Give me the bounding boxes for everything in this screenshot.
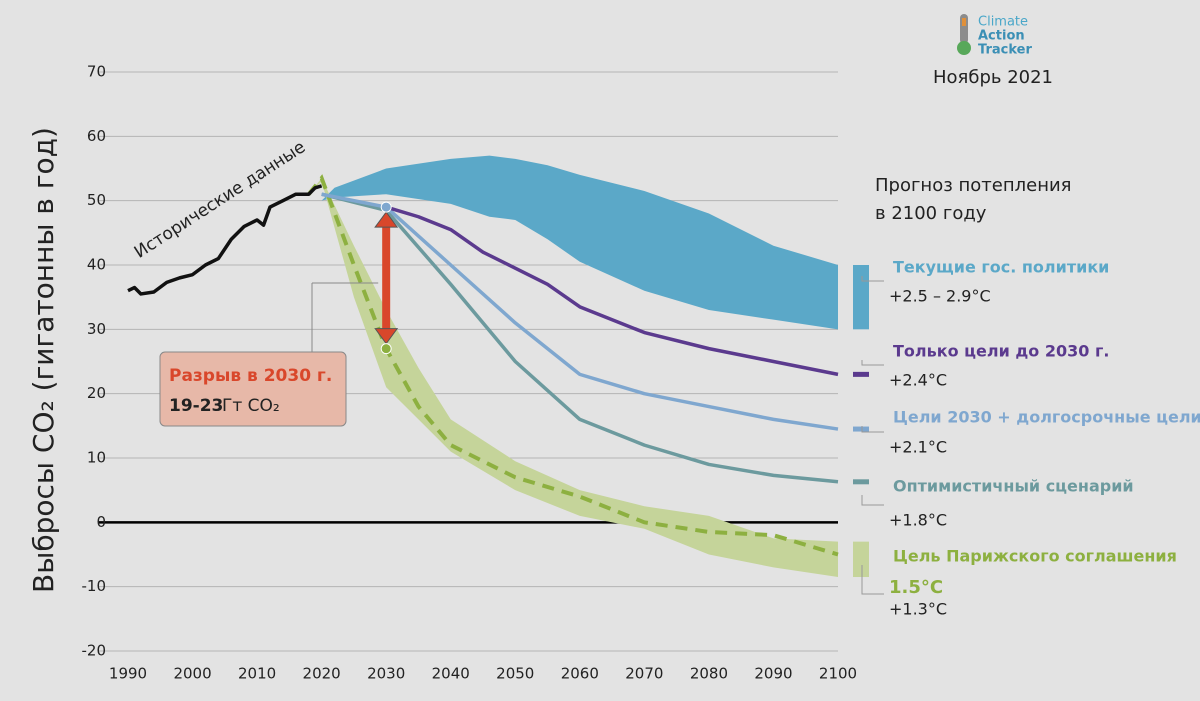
legend-label: Цель Парижского соглашения (893, 547, 1177, 566)
legend-connector (861, 360, 884, 366)
legend-connector (861, 495, 884, 506)
legend-target: 1.5°C (889, 577, 943, 598)
gap-title: Разрыв в 2030 г. (169, 366, 332, 386)
logo-text: Action (978, 29, 1025, 44)
line (321, 192, 839, 431)
x-tick-label: 2050 (496, 665, 534, 683)
legend-warming: +2.1°C (889, 438, 947, 457)
dashed-line (307, 174, 839, 557)
y-tick-label: 10 (87, 449, 106, 467)
legend-label: Текущие гос. политики (893, 258, 1109, 277)
gap-box (159, 351, 347, 427)
legend-mark (853, 371, 869, 377)
legend-label: Оптимистичный сценарий (893, 477, 1134, 496)
x-tick-label: 2040 (432, 665, 470, 683)
x-tick-label: 2030 (367, 665, 405, 683)
logo-text: Climate (978, 15, 1028, 30)
logo: Climate Action Tracker (957, 14, 1032, 58)
legend-warming: +1.8°C (889, 511, 947, 530)
x-tick-label: 2090 (754, 665, 792, 683)
legend-label: Цели 2030 + долгосрочные цели (893, 408, 1200, 427)
line (127, 184, 323, 296)
gap-unit: Гт CO₂ (222, 396, 280, 416)
gap-point (380, 201, 392, 213)
legend-title: Прогноз потепления (875, 175, 1072, 196)
legend-connector (861, 426, 884, 433)
x-tick-label: 2000 (173, 665, 211, 683)
x-tick-label: 2020 (303, 665, 341, 683)
y-tick-label: -10 (82, 577, 107, 595)
band (308, 178, 838, 578)
legend-title: в 2100 году (875, 203, 987, 224)
y-tick-label: 20 (87, 384, 106, 402)
y-axis-label: Выбросы CO₂ (гигатонны в год) (27, 127, 60, 593)
gap-range: 19-23 (169, 396, 223, 416)
x-tick-label: 1990 (109, 665, 147, 683)
x-tick-label: 2010 (238, 665, 276, 683)
y-tick-label: 60 (87, 127, 106, 145)
gap-point (380, 343, 392, 355)
line (321, 192, 839, 484)
y-tick-label: 70 (87, 63, 106, 81)
y-tick-label: -20 (82, 642, 107, 660)
legend-bar (853, 541, 869, 578)
legend-connector (861, 565, 884, 595)
logo-icon (957, 41, 971, 55)
legend-mark (853, 426, 869, 432)
logo-text: Tracker (978, 43, 1032, 58)
x-tick-label: 2080 (690, 665, 728, 683)
legend-label: Только цели до 2030 г. (893, 342, 1109, 361)
line (385, 205, 839, 377)
gap-arrowhead (374, 211, 399, 228)
y-tick-label: 0 (96, 513, 106, 531)
logo-icon (962, 18, 966, 26)
legend-warming: +2.5 – 2.9°C (889, 287, 991, 306)
legend-warming: +1.3°C (889, 600, 947, 619)
legend-bar (853, 265, 869, 330)
x-tick-label: 2060 (561, 665, 599, 683)
x-tick-label: 2100 (819, 665, 857, 683)
date: Ноябрь 2021 (933, 67, 1053, 88)
x-tick-label: 2070 (625, 665, 663, 683)
legend-connector (861, 276, 884, 282)
legend-mark (853, 479, 869, 485)
y-tick-label: 50 (87, 191, 106, 209)
y-tick-label: 40 (87, 256, 106, 274)
legend-warming: +2.4°C (889, 371, 947, 390)
y-tick-label: 30 (87, 320, 106, 338)
gap-arrowhead (374, 328, 399, 345)
band (321, 155, 838, 330)
